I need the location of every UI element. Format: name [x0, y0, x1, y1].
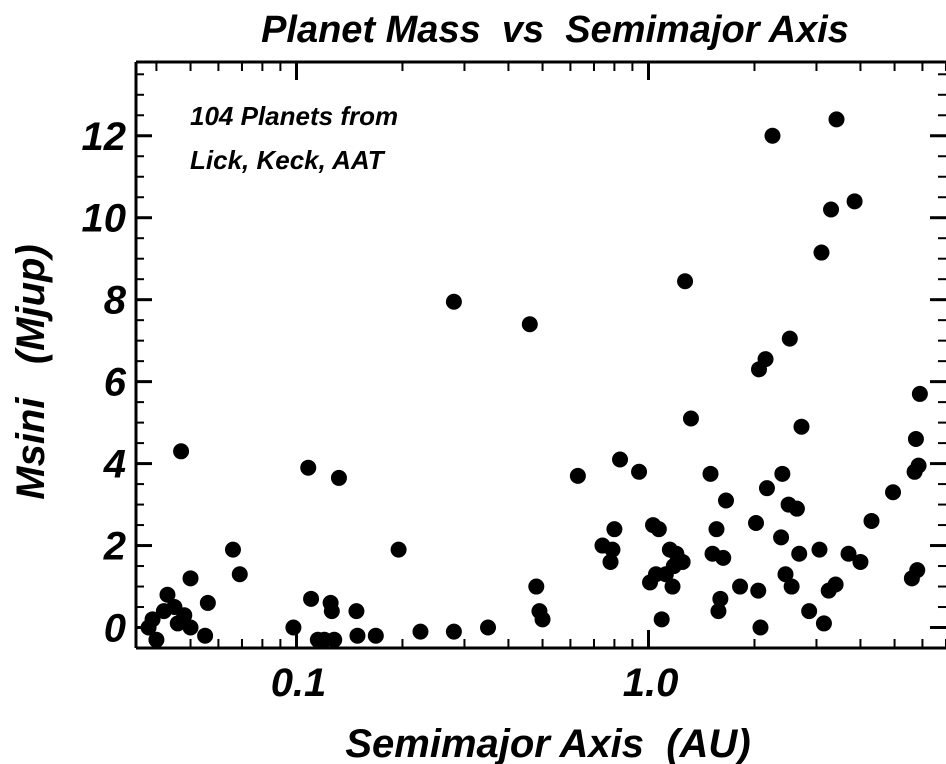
- data-point: [159, 586, 176, 603]
- data-point: [231, 566, 248, 583]
- data-point: [732, 578, 749, 595]
- data-point: [144, 611, 161, 628]
- data-point: [224, 541, 241, 558]
- data-point: [326, 631, 343, 648]
- chart-title: Planet Mass vs Semimajor Axis: [261, 9, 849, 51]
- data-point: [712, 590, 729, 607]
- y-tick-label: 4: [103, 443, 126, 487]
- data-point: [910, 457, 927, 474]
- data-point: [445, 293, 462, 310]
- data-point: [781, 330, 798, 347]
- data-point: [199, 594, 216, 611]
- data-point: [348, 603, 365, 620]
- data-point: [852, 553, 869, 570]
- data-point: [813, 244, 830, 261]
- data-point: [521, 316, 538, 333]
- data-point: [300, 459, 317, 476]
- data-point: [569, 467, 586, 484]
- data-point: [197, 627, 214, 644]
- y-tick-label: 12: [82, 115, 127, 159]
- data-point: [303, 590, 320, 607]
- data-point: [750, 582, 767, 599]
- data-point: [349, 627, 366, 644]
- data-point: [801, 603, 818, 620]
- data-point: [148, 631, 165, 648]
- data-point: [176, 607, 193, 624]
- data-point: [823, 201, 840, 218]
- data-point: [602, 553, 619, 570]
- annotation-line-1: 104 Planets from: [190, 101, 398, 131]
- data-point: [631, 463, 648, 480]
- data-point: [909, 562, 926, 579]
- y-tick-label: 6: [104, 361, 127, 405]
- data-point: [708, 521, 725, 538]
- data-point: [390, 541, 407, 558]
- data-point: [173, 443, 190, 460]
- x-tick-label: 0.1: [271, 661, 327, 705]
- data-point: [653, 611, 670, 628]
- data-point: [717, 492, 734, 509]
- data-point: [604, 541, 621, 558]
- data-point: [815, 615, 832, 632]
- data-point: [811, 541, 828, 558]
- data-point: [828, 111, 845, 128]
- data-point: [606, 521, 623, 538]
- data-point: [748, 515, 765, 532]
- data-point: [285, 619, 302, 636]
- data-point: [182, 570, 199, 587]
- y-tick-label: 10: [82, 197, 127, 241]
- y-axis-label: Msini (Mjup): [9, 244, 53, 500]
- y-tick-label: 2: [103, 525, 126, 569]
- data-point: [677, 273, 694, 290]
- data-point: [650, 521, 667, 538]
- data-point: [783, 578, 800, 595]
- data-point: [752, 619, 769, 636]
- data-point: [330, 469, 347, 486]
- axes: 0 2 4 6 8 10 12 0.1 1.0: [82, 60, 946, 705]
- data-point: [367, 627, 384, 644]
- x-tick-label: 1.0: [623, 661, 679, 705]
- data-point: [840, 545, 857, 562]
- data-point: [764, 127, 781, 144]
- data-point: [827, 576, 844, 593]
- data-point: [788, 500, 805, 517]
- data-point: [757, 351, 774, 368]
- data-point: [777, 566, 794, 583]
- data-point: [710, 603, 727, 620]
- x-axis-label: Semimajor Axis (AU): [345, 722, 750, 764]
- y-tick-label: 0: [104, 607, 126, 651]
- data-point: [774, 465, 791, 482]
- data-point: [907, 431, 924, 448]
- data-point: [480, 619, 497, 636]
- data-point: [911, 385, 928, 402]
- data-point: [773, 529, 790, 546]
- data-point: [182, 619, 199, 636]
- data-point: [758, 480, 775, 497]
- data-point: [715, 549, 732, 566]
- data-point: [682, 410, 699, 427]
- data-point: [412, 623, 429, 640]
- data-point: [793, 418, 810, 435]
- data-point: [612, 451, 629, 468]
- data-point: [674, 553, 691, 570]
- data-point: [846, 193, 863, 210]
- data-point: [445, 623, 462, 640]
- data-point: [863, 512, 880, 529]
- data-point: [528, 578, 545, 595]
- y-tick-label: 8: [104, 279, 127, 323]
- annotation-line-2: Lick, Keck, AAT: [190, 145, 386, 175]
- data-point: [323, 603, 340, 620]
- data-point: [702, 465, 719, 482]
- data-point: [534, 611, 551, 628]
- data-point: [885, 484, 902, 501]
- data-point: [791, 545, 808, 562]
- data-point: [664, 578, 681, 595]
- data-points: [140, 111, 928, 648]
